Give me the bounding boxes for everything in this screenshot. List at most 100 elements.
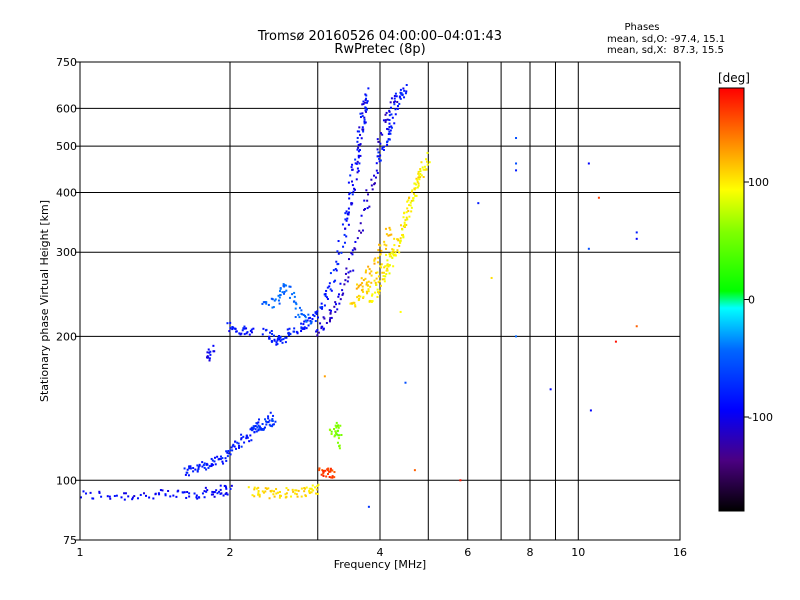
data-point: [213, 491, 216, 494]
data-point: [388, 264, 391, 267]
data-point: [206, 356, 209, 359]
data-point: [337, 252, 340, 255]
data-point: [108, 495, 111, 498]
data-point: [300, 326, 303, 329]
data-point: [255, 430, 258, 433]
data-point: [187, 474, 190, 477]
data-point: [225, 487, 228, 490]
data-point: [233, 445, 236, 448]
data-point: [403, 211, 406, 214]
data-point: [214, 463, 217, 466]
data-point: [398, 251, 401, 254]
data-point: [183, 467, 186, 470]
data-point: [390, 113, 393, 116]
data-point: [321, 307, 324, 310]
data-point: [136, 497, 139, 500]
data-point: [285, 289, 288, 292]
data-point: [363, 116, 366, 119]
data-point: [365, 94, 368, 97]
data-point: [229, 449, 232, 452]
data-point: [278, 335, 281, 338]
data-point: [123, 492, 126, 495]
data-point: [385, 269, 388, 272]
grid-lines: [80, 62, 680, 540]
data-point: [376, 171, 379, 174]
data-point: [196, 470, 199, 473]
data-point: [515, 335, 518, 338]
data-point: [415, 183, 418, 186]
data-point: [374, 257, 377, 260]
data-point: [406, 200, 409, 203]
data-point: [273, 339, 276, 342]
data-point: [184, 473, 187, 476]
data-point: [342, 292, 345, 295]
data-point: [201, 461, 204, 464]
data-point: [367, 290, 370, 293]
data-point: [283, 284, 286, 287]
data-point: [337, 426, 340, 429]
data-point: [202, 464, 205, 467]
data-point: [364, 93, 367, 96]
data-point: [356, 140, 359, 143]
data-point: [396, 100, 399, 103]
data-point: [379, 265, 382, 268]
data-point: [338, 444, 341, 447]
data-point: [405, 90, 408, 93]
data-point: [211, 463, 214, 466]
data-point: [386, 127, 389, 130]
data-point: [382, 119, 385, 122]
data-point: [414, 194, 417, 197]
data-point: [230, 446, 233, 449]
data-point: [373, 279, 376, 282]
data-point: [229, 321, 232, 324]
data-point: [347, 258, 350, 261]
data-point: [490, 276, 493, 279]
data-point: [224, 493, 227, 496]
data-point: [390, 126, 393, 129]
data-point: [229, 453, 232, 456]
data-point: [377, 281, 380, 284]
data-point: [228, 330, 231, 333]
data-point: [364, 98, 367, 101]
data-point: [328, 470, 331, 473]
data-point: [320, 325, 323, 328]
data-point: [294, 489, 297, 492]
data-point: [365, 101, 368, 104]
data-point: [415, 177, 418, 180]
data-point: [326, 286, 329, 289]
data-point: [300, 322, 303, 325]
data-point: [359, 112, 362, 115]
data-point: [388, 109, 391, 112]
data-point: [323, 375, 326, 378]
data-point: [235, 330, 238, 333]
data-point: [387, 234, 390, 237]
data-point: [417, 182, 420, 185]
data-point: [262, 327, 265, 330]
data-point: [362, 102, 365, 105]
x-tick-label: 4: [377, 546, 384, 559]
data-point: [403, 225, 406, 228]
data-point: [419, 176, 422, 179]
data-point: [373, 182, 376, 185]
data-point: [417, 184, 420, 187]
data-point: [196, 497, 199, 500]
data-point: [322, 474, 325, 477]
data-point: [390, 97, 393, 100]
data-point: [401, 93, 404, 96]
data-point: [279, 494, 282, 497]
data-point: [355, 178, 358, 181]
y-tick-label: 600: [56, 102, 77, 115]
data-point: [387, 128, 390, 131]
data-point: [206, 489, 209, 492]
data-point: [91, 497, 94, 500]
data-point: [377, 151, 380, 154]
data-point: [251, 494, 254, 497]
data-point: [408, 204, 411, 207]
data-point: [329, 309, 332, 312]
data-point: [393, 101, 396, 104]
data-point: [356, 237, 359, 240]
data-point: [267, 487, 270, 490]
data-point: [329, 470, 332, 473]
data-point: [386, 140, 389, 143]
